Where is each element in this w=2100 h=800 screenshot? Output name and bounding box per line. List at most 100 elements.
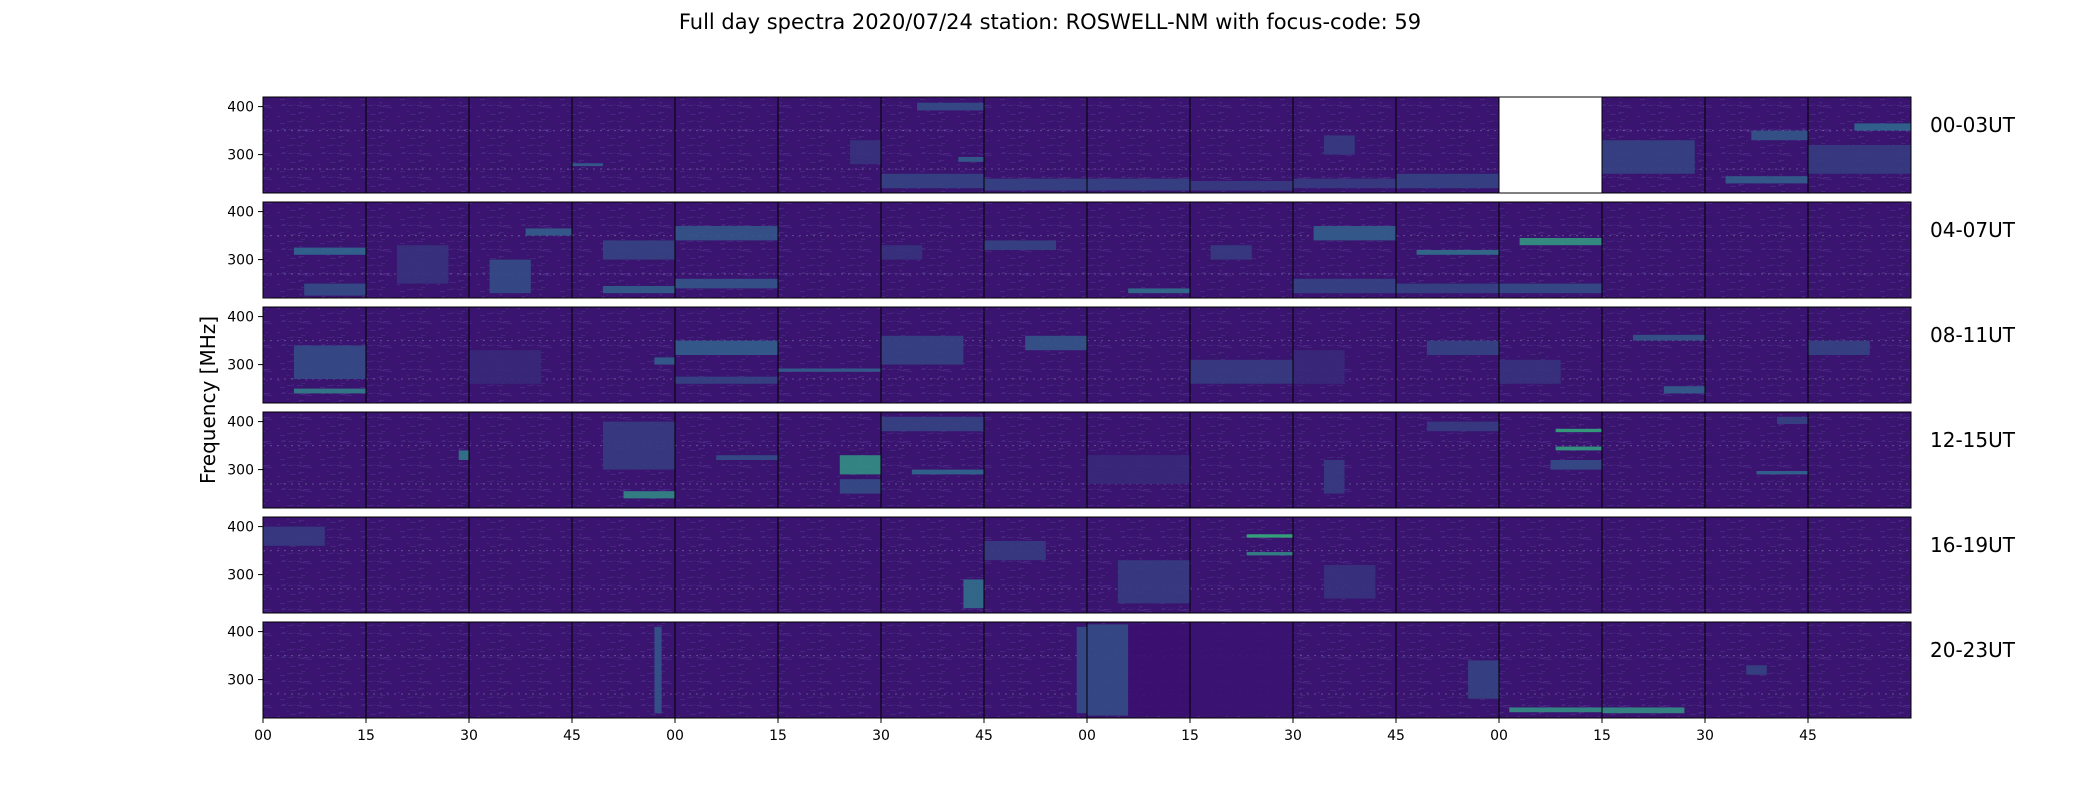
x-tick-label: 30 [1284, 728, 1302, 744]
y-tick-label: 300 [227, 253, 254, 269]
x-tick-label: 45 [1387, 728, 1405, 744]
y-tick-label: 300 [227, 463, 254, 479]
spectrum-panel-16-19UT-6 [777, 516, 882, 614]
spectrum-panel-16-19UT-8 [983, 516, 1088, 614]
spectrum-panel-00-03UT-9 [1086, 96, 1191, 194]
spectrum-panel-16-19UT-12 [1395, 516, 1500, 614]
x-tick-label: 15 [1593, 728, 1611, 744]
emission-band-1 [1210, 245, 1252, 260]
x-tick-label: 30 [460, 728, 478, 744]
emission-band-2 [602, 286, 675, 294]
spectrum-panel-16-19UT-13 [1498, 516, 1603, 614]
emission-band-1 [911, 469, 984, 475]
panel-noise [1808, 412, 1911, 508]
y-tick-label: 400 [227, 205, 254, 221]
panel-noise [1705, 517, 1808, 613]
emission-band-2 [1293, 178, 1396, 189]
spectrum-panel-12-15UT-3 [468, 411, 573, 509]
spectrum-panel-00-03UT-8 [983, 96, 1088, 194]
spectrum-panel-12-15UT-13 [1498, 411, 1603, 509]
x-tick-label: 15 [769, 728, 787, 744]
panel-border [1807, 201, 1912, 299]
emission-band-2 [839, 479, 881, 494]
spectrum-panel-00-03UT-11 [1292, 96, 1397, 194]
spectrum-panel-16-19UT-16 [1807, 516, 1912, 614]
panel-noise [778, 202, 881, 298]
spectrum-panel-20-23UT-2 [365, 621, 470, 719]
spectrum-panel-00-03UT-5 [674, 96, 779, 194]
panel-noise [1190, 97, 1293, 193]
spectrum-panel-00-03UT-7 [880, 96, 985, 194]
emission-band-2 [489, 259, 531, 294]
emission-band-1 [1087, 624, 1129, 716]
emission-band-1 [1632, 334, 1705, 341]
emission-band-1 [654, 626, 662, 714]
x-tick-label: 30 [872, 728, 890, 744]
emission-band-1 [1416, 250, 1499, 255]
spectrum-panel-20-23UT-1 [262, 621, 367, 719]
y-tick-label: 400 [227, 625, 254, 641]
emission-band-2 [1725, 176, 1808, 184]
spectrum-panel-00-03UT-6 [777, 96, 882, 194]
spectrum-panel-08-11UT-1 [262, 306, 367, 404]
spectrum-panel-04-07UT-16 [1807, 201, 1912, 299]
x-axis: 00 15 30 45 00 15 30 45 00 15 30 45 00 15 30 45 [254, 718, 1817, 744]
panel-noise [572, 517, 675, 613]
spectrum-panel-20-23UT-10 [1189, 621, 1294, 719]
spectrum-panel-16-19UT-4 [571, 516, 676, 614]
panel-noise [1087, 97, 1190, 193]
y-tick-label: 400 [227, 100, 254, 116]
emission-band-2 [1396, 283, 1499, 294]
panel-noise [1602, 517, 1705, 613]
spectrum-panel-08-11UT-9 [1086, 306, 1191, 404]
spectrum-panel-00-03UT-12 [1395, 96, 1500, 194]
row-label: 00-03UT [1930, 113, 2016, 137]
panel-noise [984, 97, 1087, 193]
panel-noise [675, 97, 778, 193]
panel-noise [1499, 307, 1602, 403]
emission-band-2 [293, 345, 366, 379]
spectrum-panel-20-23UT-3 [468, 621, 573, 719]
panel-noise [1808, 517, 1911, 613]
x-tick-label: 45 [975, 728, 993, 744]
emission-band-1 [1808, 340, 1870, 355]
row-label: 04-07UT [1930, 218, 2016, 242]
emission-band-1 [1293, 350, 1345, 384]
spectrum-panel-16-19UT-7 [880, 516, 985, 614]
spectrum-panel-08-11UT-6 [777, 306, 882, 404]
spectrum-panel-08-11UT-13 [1498, 306, 1603, 404]
spectrum-panel-16-19UT-15 [1704, 516, 1809, 614]
panel-noise [1602, 412, 1705, 508]
spectrum-panel-00-03UT-16 [1807, 96, 1912, 194]
spectrum-panel-00-03UT-2 [365, 96, 470, 194]
panel-noise [1087, 202, 1190, 298]
spectrum-panel-20-23UT-11 [1292, 621, 1397, 719]
x-tick-label: 45 [563, 728, 581, 744]
y-tick-label: 300 [227, 148, 254, 164]
emission-band-1 [984, 178, 1087, 191]
panel-noise [572, 307, 675, 403]
panel-noise [984, 412, 1087, 508]
y-tick-label: 300 [227, 673, 254, 689]
emission-band-1 [572, 163, 603, 167]
y-tick-label: 400 [227, 310, 254, 326]
y-tick-label: 300 [227, 568, 254, 584]
spectrum-panel-00-03UT-14 [1601, 96, 1706, 194]
spectrum-panel-08-11UT-14 [1601, 306, 1706, 404]
spectrum-panel-20-23UT-15 [1704, 621, 1809, 719]
spectrum-panel-12-15UT-9 [1086, 411, 1191, 509]
panel-noise [1499, 622, 1602, 718]
emission-band-1 [1555, 428, 1602, 433]
emission-band-1 [1602, 140, 1695, 174]
emission-band-1 [1854, 123, 1911, 131]
spectrum-panel-20-23UT-8 [983, 621, 1088, 719]
y-tick-label: 400 [227, 520, 254, 536]
emission-band-1 [839, 455, 881, 475]
spectrum-panel-08-11UT-10 [1189, 306, 1294, 404]
spectrum-panel-00-03UT-15 [1704, 96, 1809, 194]
spectrum-panel-16-19UT-1 [262, 516, 367, 614]
emission-band-1 [1323, 135, 1355, 155]
emission-band-1 [1519, 238, 1602, 246]
spectrum-panel-12-15UT-11 [1292, 411, 1397, 509]
spectrum-panel-00-03UT-4 [571, 96, 676, 194]
